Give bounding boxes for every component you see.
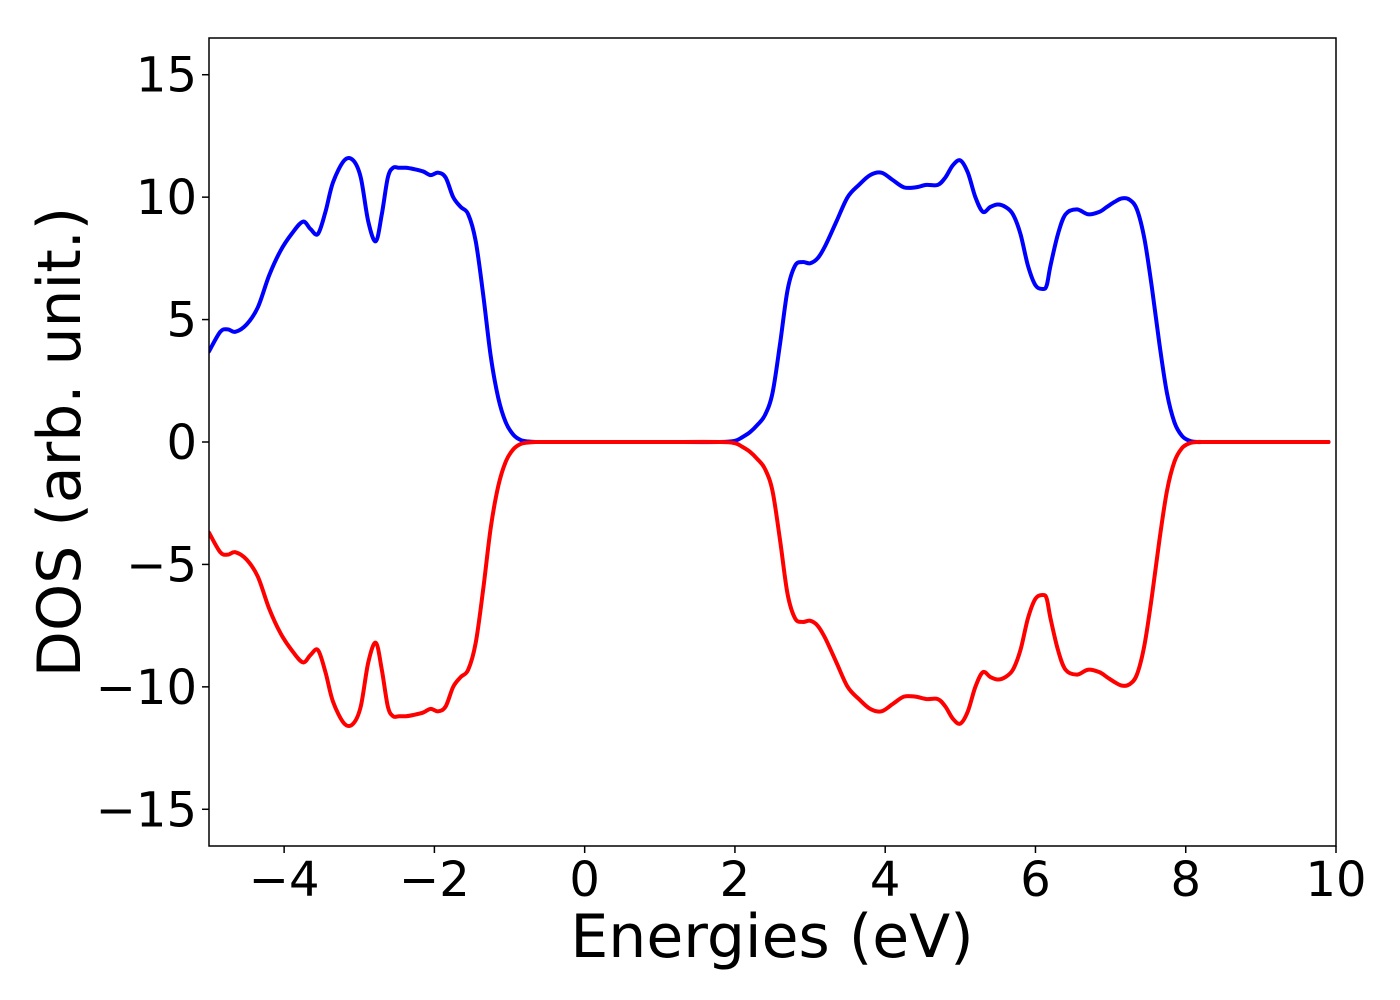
y-tick-label: 15 [136,48,197,104]
y-tick-label: 10 [136,170,197,226]
plot-background [209,38,1336,846]
y-tick-label: −5 [126,537,197,593]
x-axis-label: Energies (eV) [570,902,973,972]
x-tick-label: 6 [1020,852,1051,908]
x-axis: −4 −2 0 2 4 6 8 10 [249,846,1367,908]
x-tick-label: 10 [1305,852,1366,908]
series-layer [209,155,1331,729]
x-tick-label: −2 [399,852,470,908]
y-tick-label: −15 [96,782,197,838]
y-tick-label: −10 [96,660,197,716]
x-tick-label: 8 [1170,852,1201,908]
series-line-2 [209,439,1331,729]
series-line-1 [209,155,1331,445]
x-tick-label: 2 [720,852,751,908]
x-tick-label: 4 [870,852,901,908]
y-tick-label: 5 [166,293,197,349]
y-axis: 15 10 5 0 −5 −10 −15 [96,48,209,838]
x-tick-label: 0 [569,852,600,908]
y-axis-label: DOS (arb. unit.) [25,207,95,677]
x-tick-label: −4 [249,852,320,908]
y-tick-label: 0 [166,415,197,471]
